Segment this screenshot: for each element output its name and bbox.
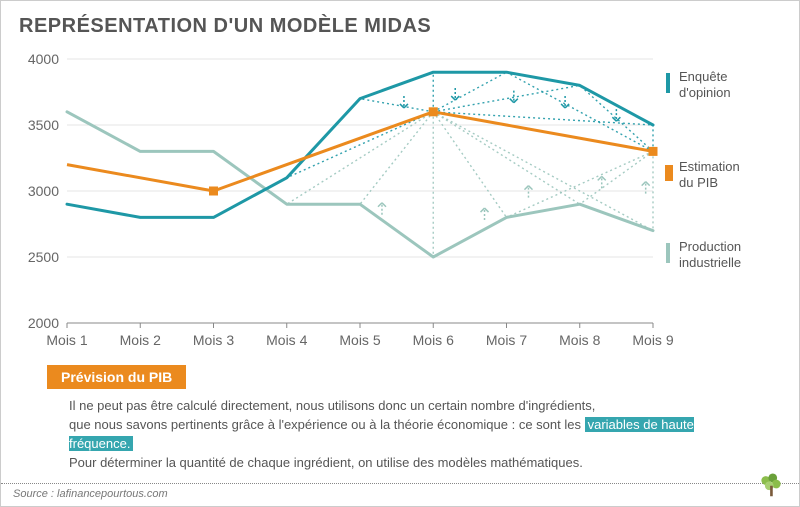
page-title: REPRÉSENTATION D'UN MODÈLE MIDAS xyxy=(1,1,799,44)
caption-line2a: que nous savons pertinents grâce à l'exp… xyxy=(69,417,585,432)
svg-text:2500: 2500 xyxy=(28,249,59,265)
caption-text: Il ne peut pas être calculé directement,… xyxy=(69,397,759,472)
svg-text:Production: Production xyxy=(679,239,741,254)
svg-text:Estimation: Estimation xyxy=(679,159,740,174)
svg-text:3500: 3500 xyxy=(28,117,59,133)
svg-text:d'opinion: d'opinion xyxy=(679,85,731,100)
svg-text:4000: 4000 xyxy=(28,51,59,67)
svg-text:Enquête: Enquête xyxy=(679,69,727,84)
svg-text:Mois 4: Mois 4 xyxy=(266,332,307,348)
svg-text:Mois 2: Mois 2 xyxy=(120,332,161,348)
tree-logo-icon xyxy=(757,470,785,498)
svg-text:du PIB: du PIB xyxy=(679,175,718,190)
svg-text:Mois 3: Mois 3 xyxy=(193,332,234,348)
svg-text:Mois 5: Mois 5 xyxy=(339,332,380,348)
svg-text:Mois 8: Mois 8 xyxy=(559,332,600,348)
svg-text:Mois 9: Mois 9 xyxy=(632,332,673,348)
svg-text:Mois 6: Mois 6 xyxy=(413,332,454,348)
caption-line3: Pour déterminer la quantité de chaque in… xyxy=(69,455,583,470)
svg-text:3000: 3000 xyxy=(28,183,59,199)
forecast-badge: Prévision du PIB xyxy=(47,365,186,389)
svg-text:2000: 2000 xyxy=(28,315,59,331)
midas-chart: 2000 2500 3000 3500 4000 Mois 1 Mois 2 Mois 3 Mo… xyxy=(19,49,783,359)
caption-line1: Il ne peut pas être calculé directement,… xyxy=(69,398,595,413)
svg-text:industrielle: industrielle xyxy=(679,255,741,270)
separator xyxy=(1,483,799,484)
source-text: Source : lafinancepourtous.com xyxy=(1,488,799,500)
svg-text:Mois 1: Mois 1 xyxy=(46,332,87,348)
svg-text:Mois 7: Mois 7 xyxy=(486,332,527,348)
